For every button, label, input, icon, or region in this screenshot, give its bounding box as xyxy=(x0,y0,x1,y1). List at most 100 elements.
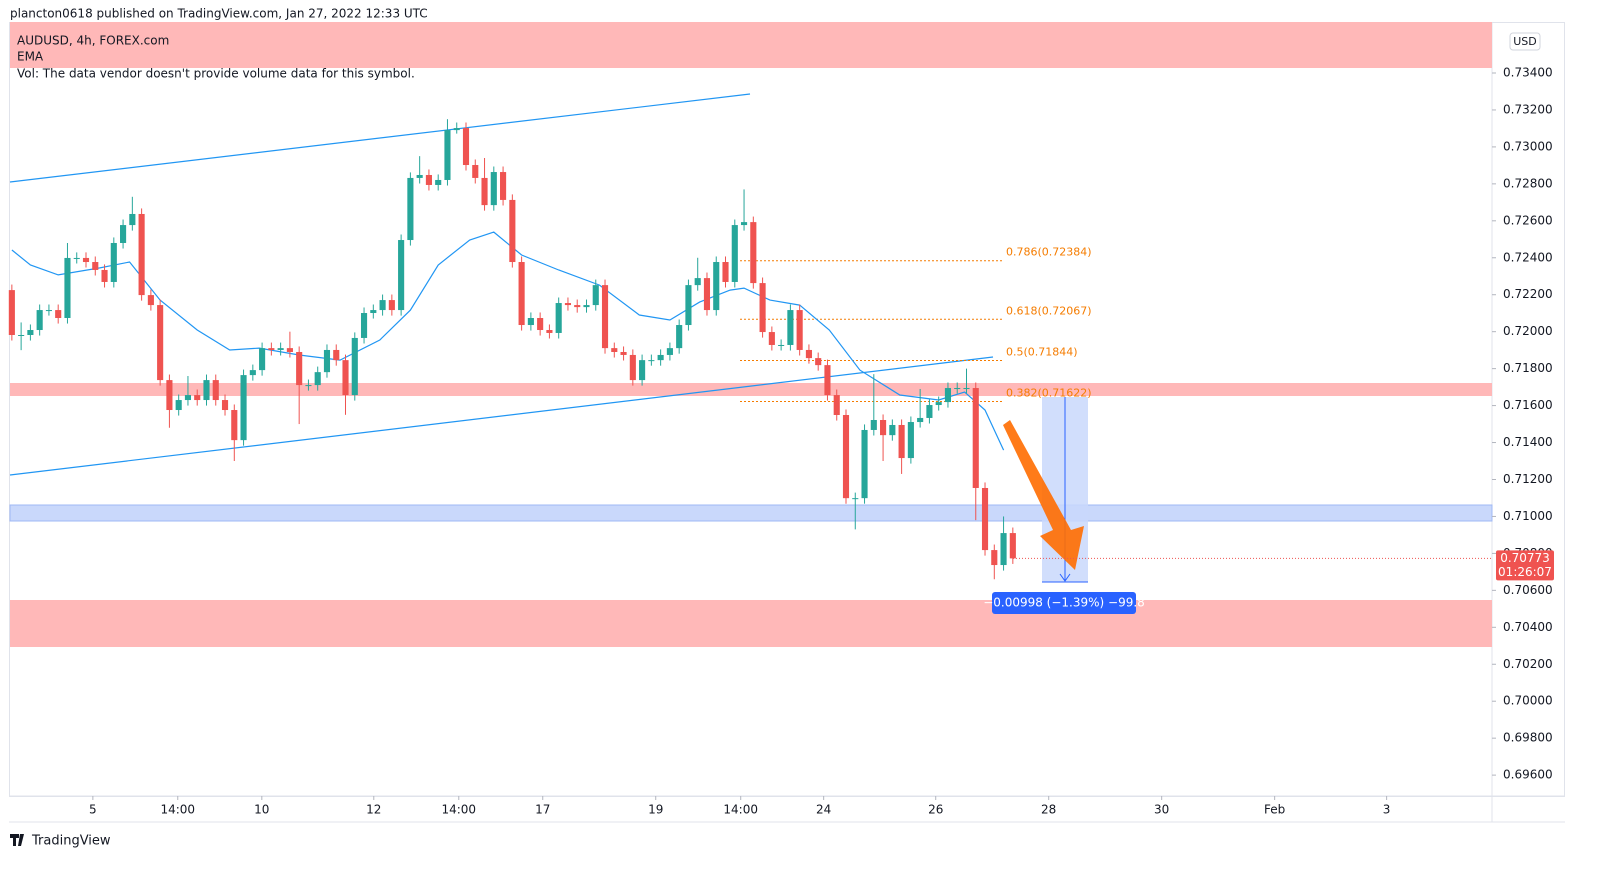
indicator-legend: EMA xyxy=(17,50,44,64)
target-zone xyxy=(10,600,1492,647)
candle-body xyxy=(972,388,979,488)
x-tick-label: 10 xyxy=(254,803,269,817)
candle-body xyxy=(490,172,497,206)
candle-body xyxy=(481,177,488,206)
candle-body xyxy=(1000,533,1007,566)
candle-body xyxy=(870,419,877,430)
candle-body xyxy=(157,305,164,381)
candle-body xyxy=(537,318,544,331)
x-tick-label: 14:00 xyxy=(723,803,758,817)
measure-label: −0.00998 (−1.39%) −99.8 xyxy=(983,596,1145,610)
candle-body xyxy=(861,429,868,499)
y-tick-label: 0.69800 xyxy=(1503,731,1553,745)
candle-body xyxy=(129,213,136,226)
y-tick-label: 0.70400 xyxy=(1503,620,1553,634)
x-tick-label: 19 xyxy=(648,803,663,817)
support-zone xyxy=(9,504,1493,522)
candle-body xyxy=(750,222,757,284)
candle-body xyxy=(64,257,71,319)
y-tick-label: 0.71400 xyxy=(1503,435,1553,449)
candle-body xyxy=(73,257,80,259)
y-tick-label: 0.70200 xyxy=(1503,657,1553,671)
brand: TradingView xyxy=(31,834,111,849)
fib-label: 0.382(0.71622) xyxy=(1006,387,1092,400)
currency-box xyxy=(1509,32,1541,51)
x-tick-label: 5 xyxy=(89,803,97,817)
candle-body xyxy=(92,262,99,270)
resistance-zone xyxy=(10,22,1492,68)
x-tick-label: Feb xyxy=(1264,803,1285,817)
y-tick-label: 0.72000 xyxy=(1503,324,1553,338)
candle-body xyxy=(36,310,43,331)
candle-body xyxy=(194,395,201,401)
candle-body xyxy=(740,222,748,226)
candle-body xyxy=(703,278,711,311)
candle-body xyxy=(778,344,785,346)
candle-body xyxy=(796,310,803,350)
candle-body xyxy=(351,337,358,396)
candle-body xyxy=(954,388,961,390)
y-tick-label: 0.73400 xyxy=(1503,65,1553,79)
candle-body xyxy=(981,487,989,551)
currency: USD xyxy=(1513,35,1537,48)
x-tick-label: 3 xyxy=(1383,803,1391,817)
candle-body xyxy=(546,330,553,333)
bar-countdown: 01:26:07 xyxy=(1498,565,1552,579)
candle-body xyxy=(880,419,887,436)
y-tick-label: 0.71000 xyxy=(1503,509,1553,523)
candle-body xyxy=(898,424,905,459)
candle-body xyxy=(453,128,460,131)
candle-body xyxy=(509,199,516,263)
candle-body xyxy=(203,380,210,401)
candle-body xyxy=(231,410,238,441)
x-tick-label: 30 xyxy=(1154,803,1169,817)
ema-line xyxy=(11,231,1005,451)
candle-body xyxy=(221,400,229,411)
candle-body xyxy=(676,325,683,349)
candle-body xyxy=(759,283,766,333)
y-tick-label: 0.72800 xyxy=(1503,176,1553,190)
candle-body xyxy=(323,349,331,373)
candle-body xyxy=(296,351,303,386)
candle-body xyxy=(55,310,62,319)
candle-body xyxy=(907,422,914,459)
candle-body xyxy=(639,360,646,381)
candle-body xyxy=(713,262,720,311)
candle-body xyxy=(815,358,822,366)
y-tick-label: 0.72400 xyxy=(1503,250,1553,264)
candle-body xyxy=(147,295,154,306)
candle-body xyxy=(240,375,247,441)
candle-body xyxy=(259,348,266,371)
candle-body xyxy=(18,334,25,336)
x-tick-label: 17 xyxy=(535,803,550,817)
plot: 0.786(0.72384) 0.618(0.72067) 0.5(0.71844)… xyxy=(8,119,1092,580)
candle-body xyxy=(249,370,256,376)
candle-body xyxy=(852,498,859,500)
candle-body xyxy=(286,348,293,352)
candle-body xyxy=(425,174,432,185)
measure-arrow-head xyxy=(1059,573,1071,582)
y-tick-label: 0.71800 xyxy=(1503,361,1553,375)
candle-body xyxy=(574,305,581,308)
forecast-arrow xyxy=(1003,420,1084,570)
candle-body xyxy=(601,285,609,349)
candle-body xyxy=(731,225,738,282)
y-tick-label: 0.72600 xyxy=(1503,213,1553,227)
y-tick-label: 0.71200 xyxy=(1503,472,1553,486)
candle-body xyxy=(444,130,451,180)
candle-body xyxy=(620,351,627,355)
candle-body xyxy=(657,354,664,361)
candle-body xyxy=(768,332,775,345)
y-tick-label: 0.71600 xyxy=(1503,398,1553,412)
last-price-tag xyxy=(1496,550,1554,581)
candle-body xyxy=(666,348,673,355)
volume-note: Vol: The data vendor doesn't provide vol… xyxy=(17,67,415,81)
y-tick-label: 0.73000 xyxy=(1503,139,1553,153)
candle-body xyxy=(833,395,840,416)
resistance-zone xyxy=(10,383,1492,396)
candle-body xyxy=(842,415,850,499)
candle-body xyxy=(555,303,562,333)
candle-body xyxy=(991,550,998,566)
candle-body xyxy=(120,225,127,243)
